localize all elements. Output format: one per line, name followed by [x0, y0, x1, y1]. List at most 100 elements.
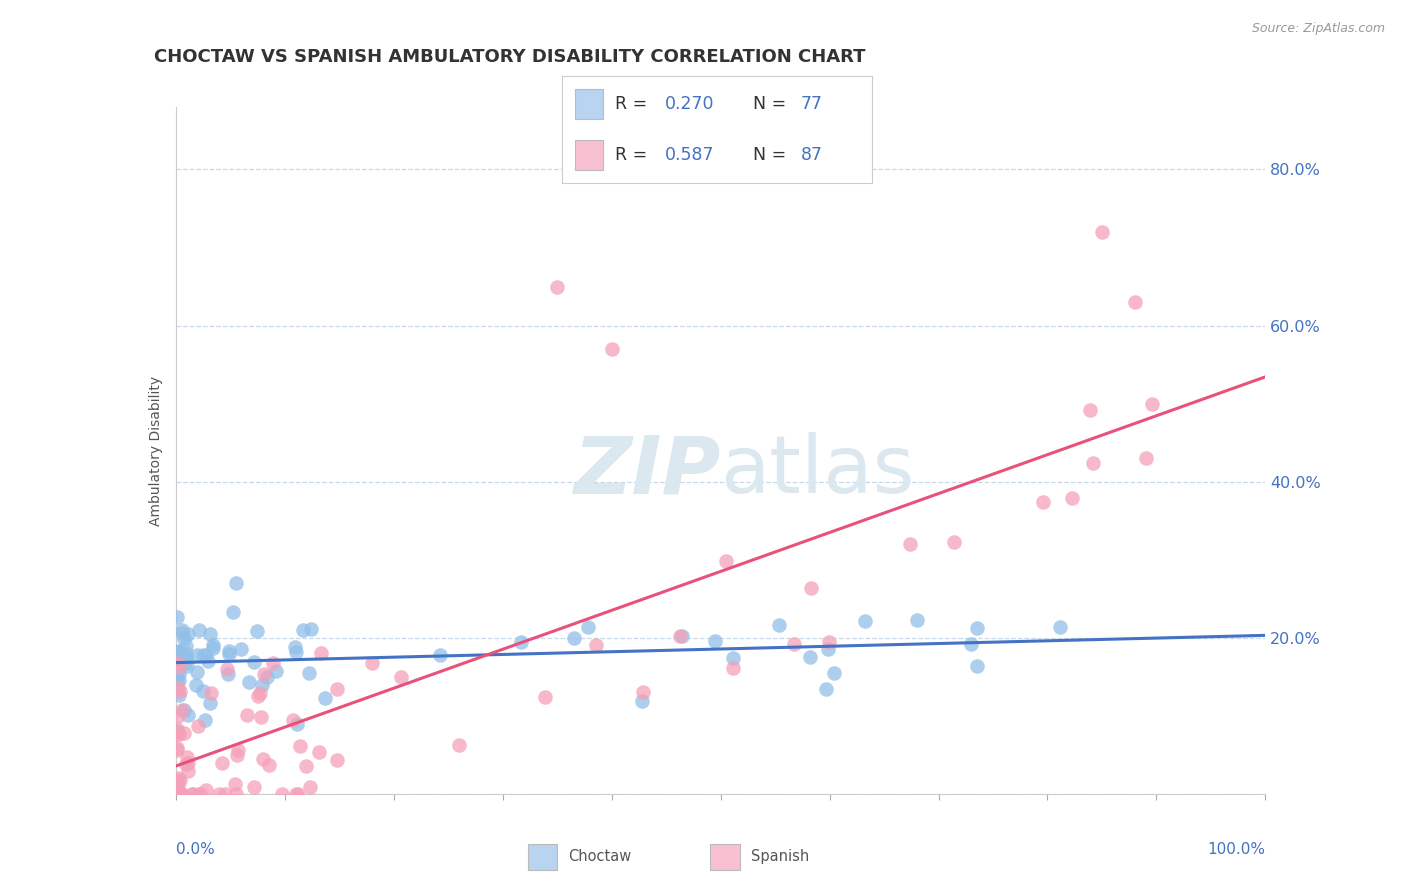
Point: [194, 713, 217, 727]
Point: [1083, 456, 1105, 470]
Point: [246, 624, 269, 639]
Point: [172, 626, 194, 640]
Point: [256, 670, 278, 684]
Text: Choctaw: Choctaw: [568, 849, 631, 863]
Point: [817, 642, 839, 657]
Point: [298, 780, 321, 795]
Point: [218, 644, 240, 658]
Point: [509, 635, 531, 649]
Text: R =: R =: [614, 95, 652, 112]
Point: [173, 703, 195, 717]
Point: [176, 658, 198, 673]
Point: [208, 787, 231, 801]
FancyBboxPatch shape: [575, 88, 603, 119]
Point: [226, 743, 249, 757]
Point: [166, 723, 188, 737]
Point: [1140, 397, 1163, 411]
Point: [167, 666, 190, 681]
Point: [167, 726, 190, 740]
Point: [768, 618, 790, 632]
Point: [169, 772, 191, 787]
Point: [186, 648, 208, 662]
Point: [218, 647, 240, 661]
Point: [172, 649, 194, 664]
Point: [173, 632, 195, 646]
Point: [174, 649, 197, 664]
Point: [966, 659, 988, 673]
Point: [167, 709, 190, 723]
Point: [198, 696, 221, 710]
Point: [166, 645, 188, 659]
Point: [264, 664, 287, 678]
Text: atlas: atlas: [721, 432, 915, 510]
Point: [177, 708, 200, 723]
Point: [166, 656, 188, 670]
Text: 77: 77: [800, 95, 823, 112]
Point: [166, 666, 188, 681]
Point: [285, 717, 308, 731]
Point: [166, 645, 188, 659]
Point: [1123, 295, 1146, 310]
Point: [166, 740, 188, 755]
Point: [546, 279, 568, 293]
Point: [281, 714, 304, 728]
Point: [166, 610, 188, 624]
Point: [633, 685, 655, 699]
Point: [214, 787, 236, 801]
Text: Spanish: Spanish: [751, 849, 808, 863]
Point: [188, 623, 211, 637]
Point: [211, 756, 233, 770]
Point: [176, 647, 198, 661]
Point: [222, 605, 245, 619]
Point: [817, 635, 839, 649]
Point: [188, 787, 211, 801]
Point: [225, 747, 247, 762]
Text: N =: N =: [742, 146, 792, 164]
Text: 87: 87: [800, 146, 823, 164]
Point: [361, 657, 384, 671]
Point: [562, 631, 585, 645]
Point: [188, 787, 211, 801]
Point: [174, 657, 197, 671]
Point: [167, 659, 190, 673]
Point: [814, 682, 837, 697]
Point: [290, 739, 312, 754]
Point: [823, 666, 845, 681]
Text: CHOCTAW VS SPANISH AMBULATORY DISABILITY CORRELATION CHART: CHOCTAW VS SPANISH AMBULATORY DISABILITY…: [155, 48, 866, 66]
Point: [167, 787, 190, 801]
Point: [167, 774, 190, 789]
Point: [783, 637, 806, 651]
Point: [200, 627, 222, 641]
Point: [291, 624, 314, 638]
Point: [187, 719, 209, 733]
Point: [166, 787, 188, 801]
Point: [170, 623, 193, 637]
Point: [166, 787, 188, 801]
Y-axis label: Ambulatory Disability: Ambulatory Disability: [149, 376, 163, 525]
Point: [284, 787, 307, 801]
Point: [169, 684, 191, 698]
Point: [225, 787, 247, 801]
Point: [294, 759, 316, 773]
Point: [166, 655, 188, 669]
Point: [671, 629, 693, 643]
Point: [195, 782, 218, 797]
Text: N =: N =: [742, 95, 792, 112]
Point: [243, 780, 266, 794]
Point: [202, 640, 225, 655]
Point: [166, 644, 188, 658]
Point: [1049, 620, 1071, 634]
Point: [166, 675, 188, 690]
Point: [174, 640, 197, 654]
Point: [225, 575, 247, 590]
Text: ZIP: ZIP: [574, 432, 721, 510]
Point: [585, 638, 607, 652]
Point: [169, 673, 191, 687]
Point: [853, 615, 876, 629]
Point: [166, 724, 188, 739]
Point: [326, 682, 349, 697]
Point: [173, 726, 195, 740]
Point: [1135, 450, 1157, 465]
Point: [177, 764, 200, 778]
Point: [172, 703, 194, 717]
